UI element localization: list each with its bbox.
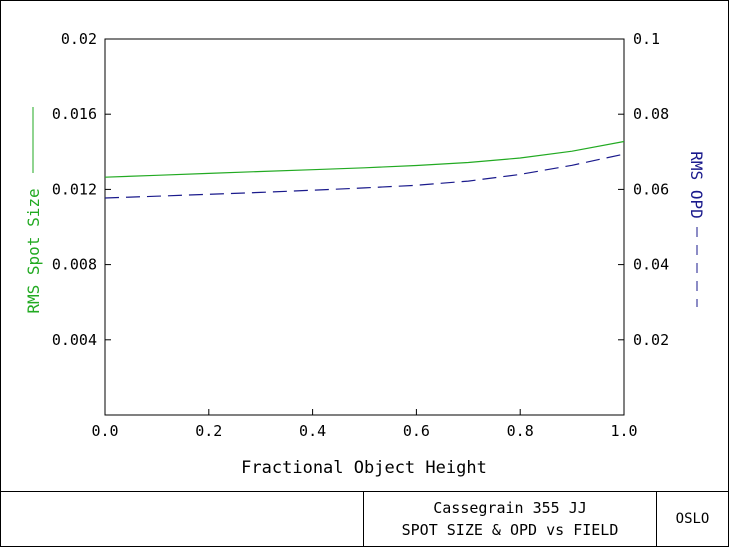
y-axis-label-right: RMS OPD [687, 151, 706, 218]
y-tick-left-label: 0.016 [52, 105, 97, 123]
series-group [104, 140, 625, 199]
y-tick-left-label: 0.008 [52, 256, 97, 274]
y-ticks-left: 0.004 0.008 0.012 0.016 0.02 [52, 30, 111, 349]
x-tick-label: 0.2 [195, 422, 222, 440]
x-tick-label: 0.6 [403, 422, 430, 440]
x-tick-label: 0.4 [299, 422, 326, 440]
y-axis-label-left: RMS Spot Size [24, 188, 43, 313]
x-ticks: 0.0 0.2 0.4 0.6 0.8 1.0 [91, 409, 638, 440]
x-tick-label: 1.0 [610, 422, 637, 440]
x-tick-label: 0.8 [507, 422, 534, 440]
footer-program: OSLO [675, 511, 710, 527]
x-axis-label: Fractional Object Height [241, 458, 487, 478]
series-rms-opd-line [104, 153, 625, 199]
y-tick-left-label: 0.012 [52, 180, 97, 198]
y-ticks-right: 0.02 0.04 0.06 0.08 0.1 [618, 30, 669, 349]
y-tick-left-label: 0.02 [61, 30, 97, 48]
plot-area [104, 38, 625, 416]
y-tick-right-label: 0.04 [633, 256, 669, 274]
footer-title-line2: SPOT SIZE & OPD vs FIELD [401, 521, 619, 539]
y-tick-right-label: 0.1 [633, 30, 660, 48]
y-axis-label-left-group: RMS Spot Size [24, 107, 43, 314]
y-tick-right-label: 0.06 [633, 180, 669, 198]
y-axis-label-right-group: RMS OPD [687, 151, 706, 307]
footer-program-cell: OSLO [657, 492, 728, 546]
footer-title-line1: Cassegrain 355 JJ [433, 499, 587, 517]
x-tick-label: 0.0 [91, 422, 118, 440]
footer-blank-cell [1, 492, 364, 546]
footer-bar [1, 491, 728, 547]
y-tick-left-label: 0.004 [52, 331, 97, 349]
y-tick-right-label: 0.02 [633, 331, 669, 349]
series-rms-spot-size-line [104, 140, 625, 178]
footer-title-cell: Cassegrain 355 JJ SPOT SIZE & OPD vs FIE… [364, 492, 657, 546]
y-tick-right-label: 0.08 [633, 105, 669, 123]
